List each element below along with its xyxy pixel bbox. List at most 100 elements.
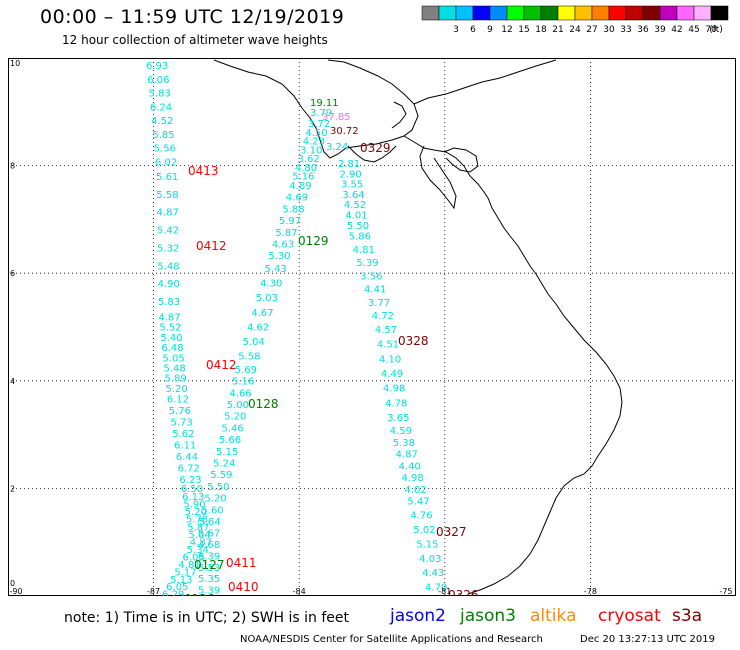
swh-value: 5.58	[238, 352, 260, 363]
scale-swatch	[659, 5, 678, 21]
swh-value: 5.43	[265, 264, 287, 275]
pass-label: 0129	[298, 234, 329, 248]
swh-value: 5.66	[219, 435, 241, 446]
swh-value: 4.81	[353, 245, 375, 256]
swh-value: 3.65	[387, 413, 409, 424]
swh-value: 6.24	[150, 102, 172, 113]
swh-value: 4.87	[190, 538, 212, 549]
swh-value: 3.77	[368, 298, 390, 309]
swh-value: 3.56	[360, 271, 382, 282]
scale-label: 33	[620, 25, 631, 35]
swh-value: 4.52	[344, 200, 366, 211]
swh-value: 4.51	[377, 340, 399, 351]
swh-value: 5.48	[157, 261, 179, 272]
swh-value: 4.23	[303, 137, 325, 148]
swh-value: 6.02	[155, 158, 177, 169]
map-gridlines	[8, 58, 736, 596]
swh-value: 4.40	[399, 461, 421, 472]
swh-value: 4.10	[379, 354, 401, 365]
swh-value: 5.16	[292, 172, 314, 183]
footer-timestamp: Dec 20 13:27:13 UTC 2019	[580, 634, 715, 645]
swh-value: 4.78	[385, 398, 407, 409]
swh-value: 5.90	[183, 499, 205, 510]
lon-tick-label: -78	[584, 587, 597, 596]
swh-value: 5.87	[275, 228, 297, 239]
lat-tick-label: 10	[10, 59, 20, 68]
lat-tick-label: 4	[10, 377, 15, 386]
scale-label: 30	[603, 25, 615, 35]
scale-swatch	[489, 5, 508, 21]
swh-value: 3.64	[342, 190, 364, 201]
pass-labels: 0413 0412 0412 0411 0410 0329 0328 0327 0326 0129…	[184, 141, 479, 596]
swh-value: 5.86	[349, 232, 371, 243]
swh-value: 5.46	[222, 423, 244, 434]
swh-value: 4.90	[158, 279, 180, 290]
cluster-value: 37.85	[322, 112, 351, 123]
swh-value: 5.89	[164, 374, 186, 385]
swh-value: 4.50	[305, 128, 327, 139]
footer-note: note: 1) Time is in UTC; 2) SWH is in fe…	[64, 610, 350, 626]
swh-value: 6.93	[146, 61, 168, 72]
lon-tick-label: -75	[719, 587, 732, 596]
pass-label: 0410	[228, 580, 259, 594]
scale-swatch	[676, 5, 695, 21]
swh-value: 5.24	[213, 459, 235, 470]
swh-value: 5.83	[158, 297, 180, 308]
swh-value: 6.44	[176, 452, 198, 463]
page-title: 00:00 – 11:59 UTC 12/19/2019	[40, 6, 345, 28]
axis-labels: -90 -87 -84 -81 -78 -75 10 8 6 4 2 0	[9, 59, 732, 596]
swh-value: 5.34	[187, 545, 209, 556]
swh-value: 6.39	[198, 551, 220, 562]
swh-value: 6.29	[162, 590, 184, 596]
swh-value: 4.30	[260, 279, 282, 290]
swh-value: 5.67	[198, 529, 220, 540]
scale-label: 15	[518, 25, 529, 35]
swh-value: 5.85	[152, 130, 174, 141]
pass-label: 0127	[194, 558, 225, 572]
swh-value: 5.15	[416, 539, 438, 550]
pass-label: 0413	[188, 164, 219, 178]
swh-value: 6.23	[179, 475, 201, 486]
swh-value: 5.40	[160, 333, 182, 344]
swh-value: 6.50	[181, 484, 203, 495]
swh-value: 5.62	[172, 429, 194, 440]
lon-tick-label: -90	[9, 587, 22, 596]
swh-value: 4.57	[375, 325, 397, 336]
swh-value: 4.89	[289, 181, 311, 192]
swh-value: 4.76	[410, 511, 432, 522]
swh-value: 4.62	[247, 322, 269, 333]
swh-value: 6.13	[182, 492, 204, 503]
scale-label: 18	[535, 25, 547, 35]
pass-label: 0412	[196, 239, 227, 253]
swh-value: 4.72	[372, 311, 394, 322]
scale-swatch	[472, 5, 491, 21]
legend-jason2: jason2	[390, 606, 446, 626]
footer-credit: NOAA/NESDIS Center for Satellite Applica…	[240, 634, 543, 645]
scale-swatch	[693, 5, 712, 21]
swh-value: 5.73	[170, 418, 192, 429]
scale-swatch	[710, 5, 729, 21]
swh-value: 5.17	[174, 567, 196, 578]
swh-value: 5.20	[165, 384, 187, 395]
swh-value: 5.61	[156, 172, 178, 183]
swh-value: 4.43	[422, 568, 444, 579]
swh-value: 5.58	[156, 190, 178, 201]
swh-value: 5.39	[198, 586, 220, 596]
legend-cryosat: cryosat	[598, 606, 661, 626]
swh-value: 4.87	[396, 450, 418, 461]
swh-value: 5.16	[232, 377, 254, 388]
pass-label: 0412	[206, 358, 237, 372]
swh-value: 5.87	[187, 522, 209, 533]
swh-value: 3.55	[341, 180, 363, 191]
swh-value: 5.20	[204, 494, 226, 505]
pass-label: 0411	[226, 556, 257, 570]
scale-swatch	[608, 5, 627, 21]
swh-value: 5.83	[149, 89, 171, 100]
swh-tracks: 6.93 6.06 5.83 6.24 4.52 5.85 5.56 6.02 5.61 5.58…	[146, 61, 447, 596]
pass-label: 0126	[184, 592, 215, 596]
swh-value: 5.97	[279, 216, 301, 227]
pass-label: 0128	[248, 397, 279, 411]
swh-value: 4.98	[383, 384, 405, 395]
swh-value: 5.39	[356, 258, 378, 269]
